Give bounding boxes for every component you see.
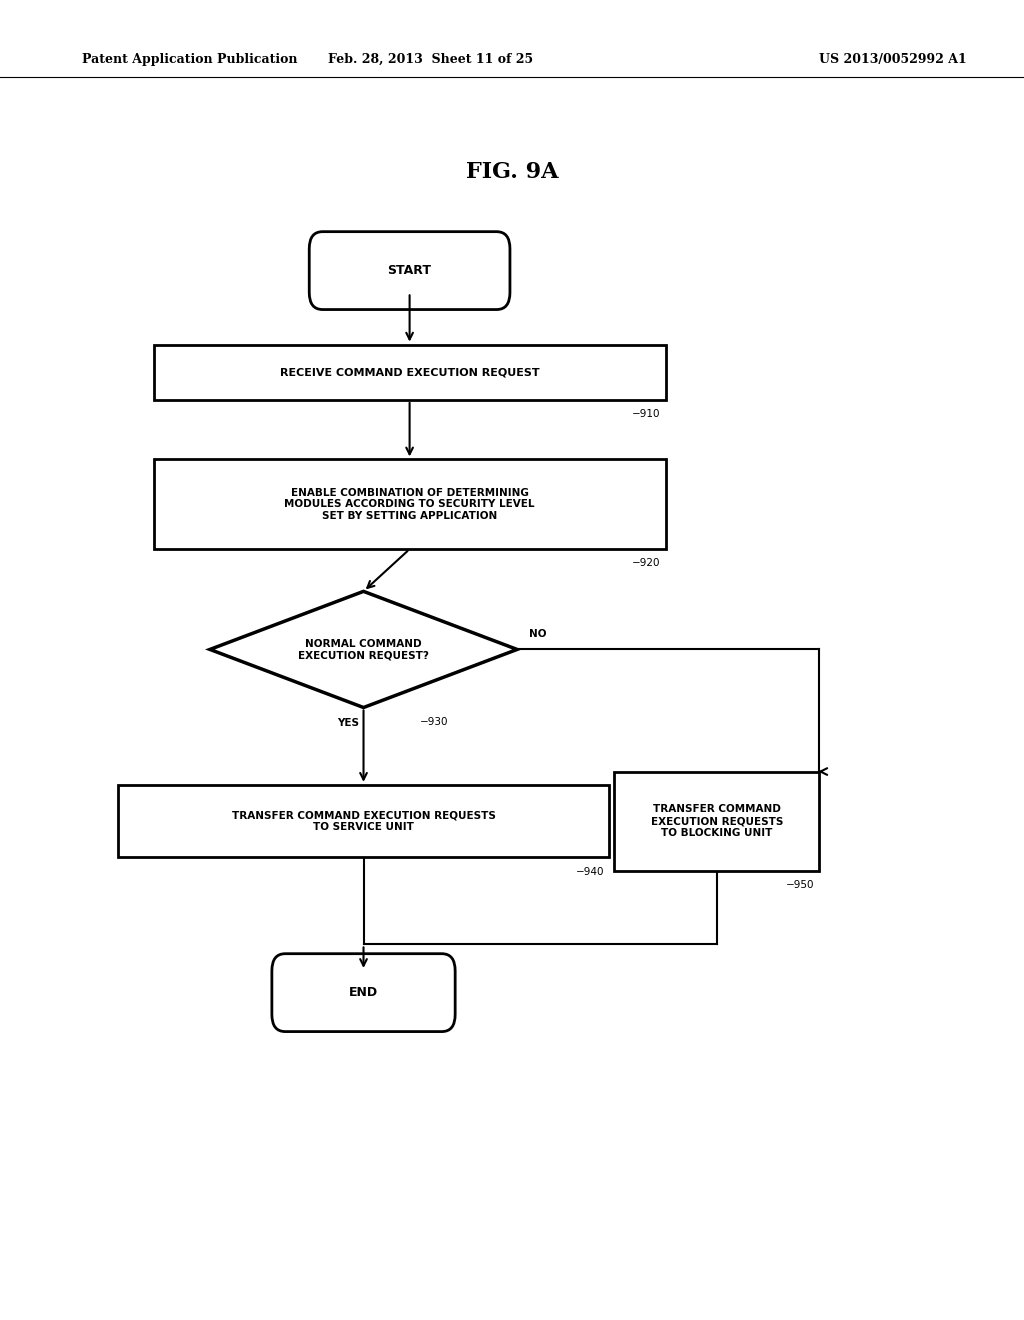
Text: END: END [349,986,378,999]
Text: −920: −920 [632,558,660,569]
Text: RECEIVE COMMAND EXECUTION REQUEST: RECEIVE COMMAND EXECUTION REQUEST [280,367,540,378]
Polygon shape [154,459,666,549]
Text: −910: −910 [632,409,660,420]
FancyBboxPatch shape [271,953,455,1032]
Polygon shape [118,784,609,858]
Text: START: START [388,264,431,277]
Text: −930: −930 [420,717,449,727]
Text: Feb. 28, 2013  Sheet 11 of 25: Feb. 28, 2013 Sheet 11 of 25 [328,53,532,66]
Polygon shape [614,771,819,871]
Polygon shape [154,345,666,400]
Text: NO: NO [529,628,547,639]
Polygon shape [210,591,517,708]
Text: −950: −950 [785,879,814,890]
FancyBboxPatch shape [309,232,510,309]
Text: YES: YES [337,718,359,729]
Text: Patent Application Publication: Patent Application Publication [82,53,297,66]
Text: ENABLE COMBINATION OF DETERMINING
MODULES ACCORDING TO SECURITY LEVEL
SET BY SET: ENABLE COMBINATION OF DETERMINING MODULE… [285,487,535,521]
Text: −940: −940 [575,867,604,876]
Text: US 2013/0052992 A1: US 2013/0052992 A1 [819,53,967,66]
Text: TRANSFER COMMAND
EXECUTION REQUESTS
TO BLOCKING UNIT: TRANSFER COMMAND EXECUTION REQUESTS TO B… [650,804,783,838]
Text: FIG. 9A: FIG. 9A [466,161,558,182]
Text: NORMAL COMMAND
EXECUTION REQUEST?: NORMAL COMMAND EXECUTION REQUEST? [298,639,429,660]
Text: TRANSFER COMMAND EXECUTION REQUESTS
TO SERVICE UNIT: TRANSFER COMMAND EXECUTION REQUESTS TO S… [231,810,496,832]
